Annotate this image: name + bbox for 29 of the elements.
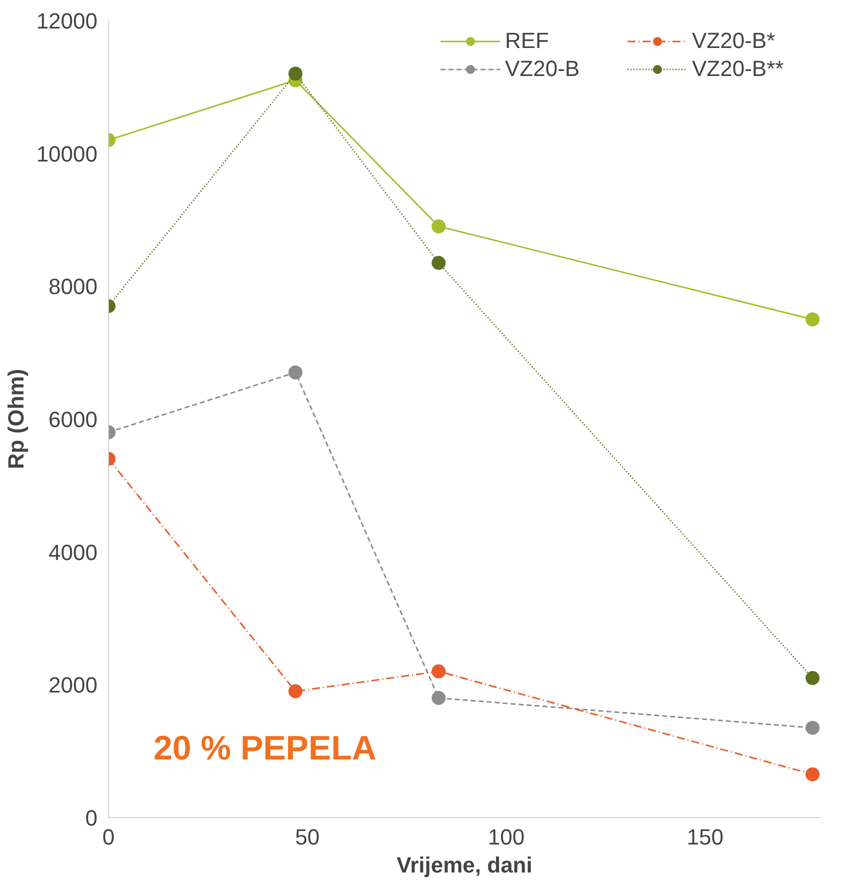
annotation: 20 % PEPELA — [154, 730, 376, 768]
y-tick-label: 4000 — [48, 540, 98, 565]
point — [432, 664, 446, 678]
legend-label: VZ20-B** — [692, 56, 785, 82]
y-tick-label: 12000 — [36, 8, 98, 34]
y-axis-title: Rp (Ohm) — [3, 368, 28, 470]
x-tick-label: 150 — [686, 824, 724, 850]
x-tick-label: 50 — [295, 824, 320, 850]
x-axis-title: Vrijeme, dani — [396, 852, 532, 878]
y-tick-label: 10000 — [36, 141, 98, 166]
y-tick-label: 8000 — [48, 274, 98, 300]
point — [288, 66, 302, 81]
point — [432, 256, 446, 270]
point — [288, 684, 302, 698]
point — [806, 312, 820, 326]
y-tick-label: 6000 — [48, 407, 98, 432]
x-tick-label: 100 — [488, 824, 525, 850]
legend-label: VZ20-B — [505, 56, 581, 82]
point — [806, 767, 820, 782]
point — [288, 366, 302, 380]
point — [432, 690, 446, 705]
legend-label: REF — [505, 28, 550, 54]
point — [432, 219, 446, 234]
legend-label: VZ20-B* — [692, 28, 776, 54]
x-tick-label: 0 — [102, 824, 115, 850]
point — [806, 720, 820, 735]
y-tick-label: 0 — [85, 806, 98, 830]
y-tick-label: 2000 — [48, 672, 98, 698]
point — [806, 671, 820, 686]
